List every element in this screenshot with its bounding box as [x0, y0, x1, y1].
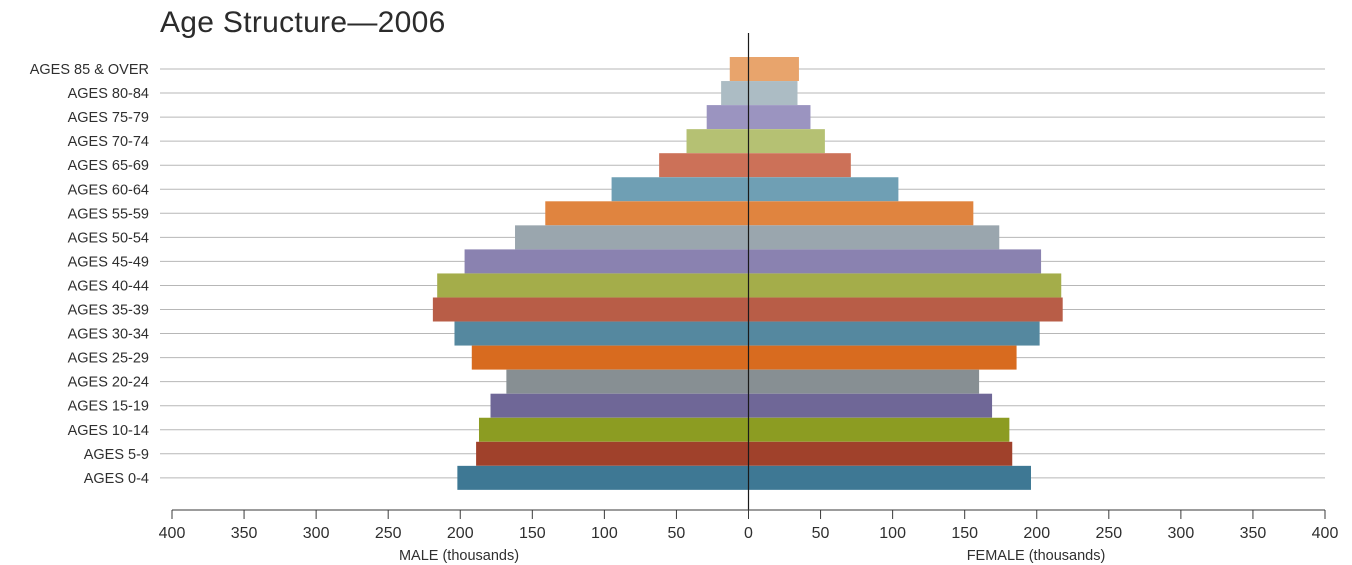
chart-title: Age Structure—2006 [160, 6, 446, 39]
category-label: AGES 35-39 [68, 303, 149, 319]
x-tick-label: 100 [879, 525, 906, 542]
category-label: AGES 10-14 [68, 423, 149, 439]
x-tick-label: 50 [668, 525, 686, 542]
x-tick-label: 150 [951, 525, 978, 542]
x-tick-label: 400 [159, 525, 186, 542]
category-label: AGES 40-44 [68, 278, 149, 294]
female-bar [748, 345, 1017, 370]
category-label: AGES 50-54 [68, 230, 149, 246]
x-tick-label: 400 [1312, 525, 1339, 542]
female-bar [748, 249, 1042, 274]
male-bar [506, 369, 749, 394]
female-bar [748, 393, 993, 418]
category-label: AGES 20-24 [68, 375, 149, 391]
female-bar [748, 225, 1000, 250]
x-tick-label: 0 [744, 525, 753, 542]
female-bar [748, 441, 1013, 466]
male-bar [454, 321, 749, 346]
x-tick-label: 200 [1023, 525, 1050, 542]
male-bar [706, 105, 749, 130]
male-bar [437, 273, 749, 298]
x-tick-label: 300 [303, 525, 330, 542]
male-bar [476, 441, 749, 466]
male-bar [721, 81, 749, 106]
female-bar [748, 417, 1010, 442]
x-tick-label: 300 [1168, 525, 1195, 542]
male-bar [686, 129, 749, 154]
x-tick-label: 350 [1240, 525, 1267, 542]
male-bar [515, 225, 749, 250]
x-tick-label: 150 [519, 525, 546, 542]
male-bar [432, 297, 749, 322]
category-label: AGES 85 & OVER [30, 62, 149, 78]
female-bar [748, 369, 980, 394]
male-bar [490, 393, 749, 418]
category-label: AGES 70-74 [68, 134, 149, 150]
category-label: AGES 65-69 [68, 158, 149, 174]
female-bar [748, 465, 1031, 490]
category-label: AGES 80-84 [68, 86, 149, 102]
x-tick-label: 250 [1095, 525, 1122, 542]
category-label: AGES 75-79 [68, 110, 149, 126]
female-bar [748, 321, 1040, 346]
category-label: AGES 15-19 [68, 399, 149, 415]
male-bar [729, 57, 749, 81]
category-label: AGES 5-9 [84, 447, 149, 463]
female-bar [748, 201, 974, 226]
category-label: AGES 60-64 [68, 182, 149, 198]
female-bar [748, 129, 825, 154]
category-label: AGES 45-49 [68, 254, 149, 270]
female-bar [748, 105, 811, 130]
x-axis-label-female: FEMALE (thousands) [967, 548, 1106, 564]
male-bar [457, 465, 749, 490]
x-tick-label: 200 [447, 525, 474, 542]
female-bar [748, 273, 1062, 298]
category-label: AGES 55-59 [68, 206, 149, 222]
female-bar [748, 153, 851, 178]
female-bar [748, 297, 1063, 322]
x-tick-label: 100 [591, 525, 618, 542]
male-bar [464, 249, 749, 274]
female-bar [748, 177, 899, 202]
category-label: AGES 30-34 [68, 327, 149, 343]
x-axis-label-male: MALE (thousands) [399, 548, 519, 564]
female-bar [748, 57, 799, 81]
x-tick-label: 50 [812, 525, 830, 542]
category-label: AGES 0-4 [84, 471, 149, 487]
male-bar [659, 153, 749, 178]
male-bar [545, 201, 749, 226]
category-label: AGES 25-29 [68, 351, 149, 367]
x-tick-label: 250 [375, 525, 402, 542]
x-tick-label: 350 [231, 525, 258, 542]
male-bar [471, 345, 749, 370]
male-bar [611, 177, 749, 202]
female-bar [748, 81, 798, 106]
male-bar [478, 417, 749, 442]
